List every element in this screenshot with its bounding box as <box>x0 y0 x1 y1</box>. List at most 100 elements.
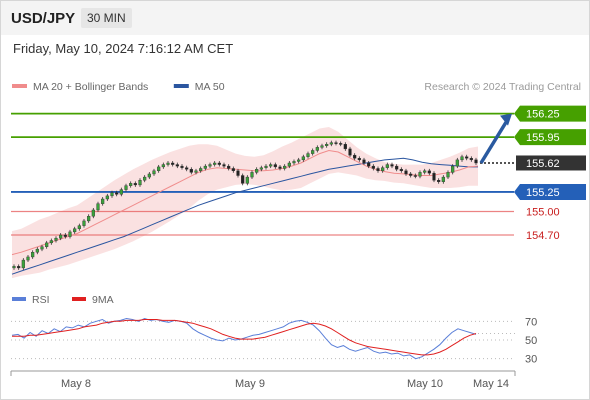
candle-body <box>315 147 319 151</box>
candle-body <box>343 143 347 150</box>
candle-body <box>432 172 436 181</box>
ma50-line <box>11 157 478 275</box>
candle-body <box>194 170 198 173</box>
x-tick-may-14: May 14 <box>473 378 509 390</box>
candle-body <box>180 165 184 168</box>
candle-body <box>255 169 259 173</box>
candle-body <box>269 164 273 167</box>
candle-body <box>469 158 473 161</box>
candle-body <box>138 180 142 186</box>
candle-body <box>250 172 254 178</box>
forecast-arrowhead <box>500 113 512 126</box>
candle-body <box>171 162 175 165</box>
candle-body <box>91 209 95 217</box>
candle-body <box>133 183 137 186</box>
candle-body <box>17 266 21 269</box>
candle-body <box>474 159 478 164</box>
candle-body <box>325 143 329 146</box>
candle-body <box>306 153 310 157</box>
candle-body <box>35 248 39 253</box>
candle-body <box>208 164 212 167</box>
candle-body <box>105 195 109 200</box>
candle-body <box>231 168 235 172</box>
candle-body <box>367 162 371 167</box>
legend-label-1: MA 50 <box>195 81 225 93</box>
candle-body <box>437 180 441 182</box>
candle-body <box>241 175 245 184</box>
credit-text: Research © 2024 Trading Central <box>424 81 581 93</box>
candle-body <box>45 242 49 247</box>
rsi-tick-70: 70 <box>525 316 537 328</box>
legend-label-0: MA 20 + Bollinger Bands <box>33 81 148 93</box>
candle-body <box>161 164 165 168</box>
rsi-tick-30: 30 <box>525 354 537 366</box>
candle-body <box>283 165 287 169</box>
rsi-legend-label-0: RSI <box>32 294 50 306</box>
x-tick-may-8: May 8 <box>61 378 91 390</box>
candle-body <box>115 192 119 195</box>
candle-body <box>101 198 105 204</box>
legend-swatch-1 <box>173 84 189 88</box>
candle-body <box>395 165 399 170</box>
level-155-00-label: 155.00 <box>526 207 560 219</box>
candle-body <box>381 167 385 172</box>
candle-body <box>129 183 133 186</box>
candle-body <box>409 173 413 176</box>
level-155-62-label: 155.62 <box>526 158 560 170</box>
rsi-tick-50: 50 <box>525 335 537 347</box>
candle-body <box>404 170 408 175</box>
candle-body <box>87 216 91 222</box>
candle-body <box>199 168 203 172</box>
candle-body <box>376 168 380 172</box>
candle-body <box>423 170 427 173</box>
ma20-line <box>11 149 479 256</box>
candle-body <box>278 166 282 169</box>
candle-body <box>427 170 431 174</box>
candle-body <box>455 159 459 167</box>
header-bar: USD/JPY 30 MIN <box>1 1 589 35</box>
candle-body <box>31 252 35 258</box>
candle-body <box>320 145 324 148</box>
candle-body <box>68 231 72 237</box>
timeframe-badge[interactable]: 30 MIN <box>81 8 132 28</box>
candle-body <box>264 165 268 168</box>
level-155-25-tag <box>514 183 586 200</box>
candle-body <box>441 176 445 182</box>
level-155-95-tag <box>514 129 586 146</box>
rsi-series-9ma <box>12 319 477 356</box>
candle-body <box>96 203 100 211</box>
x-tick-may-10: May 10 <box>407 378 443 390</box>
date-label: Friday, May 10, 2024 7:16:12 AM CET <box>13 41 234 56</box>
candle-body <box>152 170 156 175</box>
candle-body <box>236 170 240 176</box>
candle-body <box>203 165 207 169</box>
rsi-legend-swatch-0 <box>12 297 26 301</box>
candle-body <box>311 150 315 154</box>
candle-body <box>451 165 455 173</box>
candle-body <box>26 256 30 261</box>
candle-body <box>189 169 193 173</box>
level-156-25-label: 156.25 <box>526 109 560 121</box>
level-155-25-label: 155.25 <box>526 187 560 199</box>
level-155-95-label: 155.95 <box>526 132 560 144</box>
candle-body <box>21 259 25 269</box>
candle-body <box>59 234 63 239</box>
candle-body <box>147 173 151 178</box>
candle-body <box>77 225 81 229</box>
candle-body <box>329 142 333 145</box>
x-tick-may-9: May 9 <box>235 378 265 390</box>
candle-body <box>185 167 189 170</box>
candle-body <box>418 172 422 177</box>
candle-body <box>110 192 114 197</box>
candle-body <box>287 162 291 167</box>
candle-body <box>390 164 394 167</box>
candle-body <box>297 159 301 162</box>
candle-body <box>357 158 361 161</box>
candle-body <box>227 165 231 169</box>
candle-body <box>259 167 263 170</box>
candle-body <box>49 240 53 244</box>
candle-body <box>362 159 366 164</box>
candle-body <box>119 189 123 195</box>
candle-body <box>143 176 147 181</box>
